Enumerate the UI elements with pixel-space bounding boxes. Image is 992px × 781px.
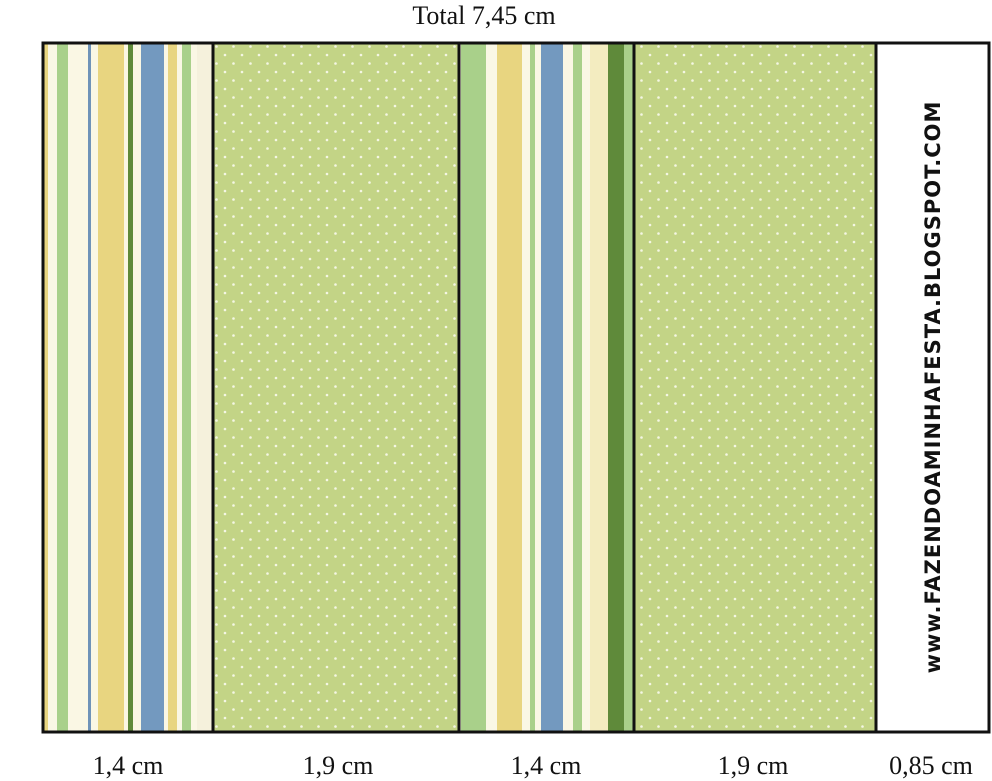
title: Total 7,45 cm	[412, 1, 555, 30]
panel-label: 0,85 cm	[889, 751, 973, 780]
panel-label: 1,9 cm	[718, 751, 789, 780]
side-text: www.FAZENDOAMINHAFESTA.BLOGSPOT.COM	[921, 101, 945, 674]
panel-label: 1,4 cm	[511, 751, 582, 780]
panel-label: 1,4 cm	[93, 751, 164, 780]
flap	[876, 44, 988, 731]
dot-panel-2	[634, 44, 876, 731]
stripe-panel-1	[44, 44, 213, 731]
dot-panel-1	[213, 44, 459, 731]
outlines	[41, 41, 991, 734]
panel-label: 1,9 cm	[303, 751, 374, 780]
stripe-panel-2	[459, 44, 634, 731]
